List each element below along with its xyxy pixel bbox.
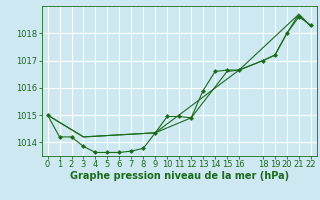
- X-axis label: Graphe pression niveau de la mer (hPa): Graphe pression niveau de la mer (hPa): [70, 171, 289, 181]
